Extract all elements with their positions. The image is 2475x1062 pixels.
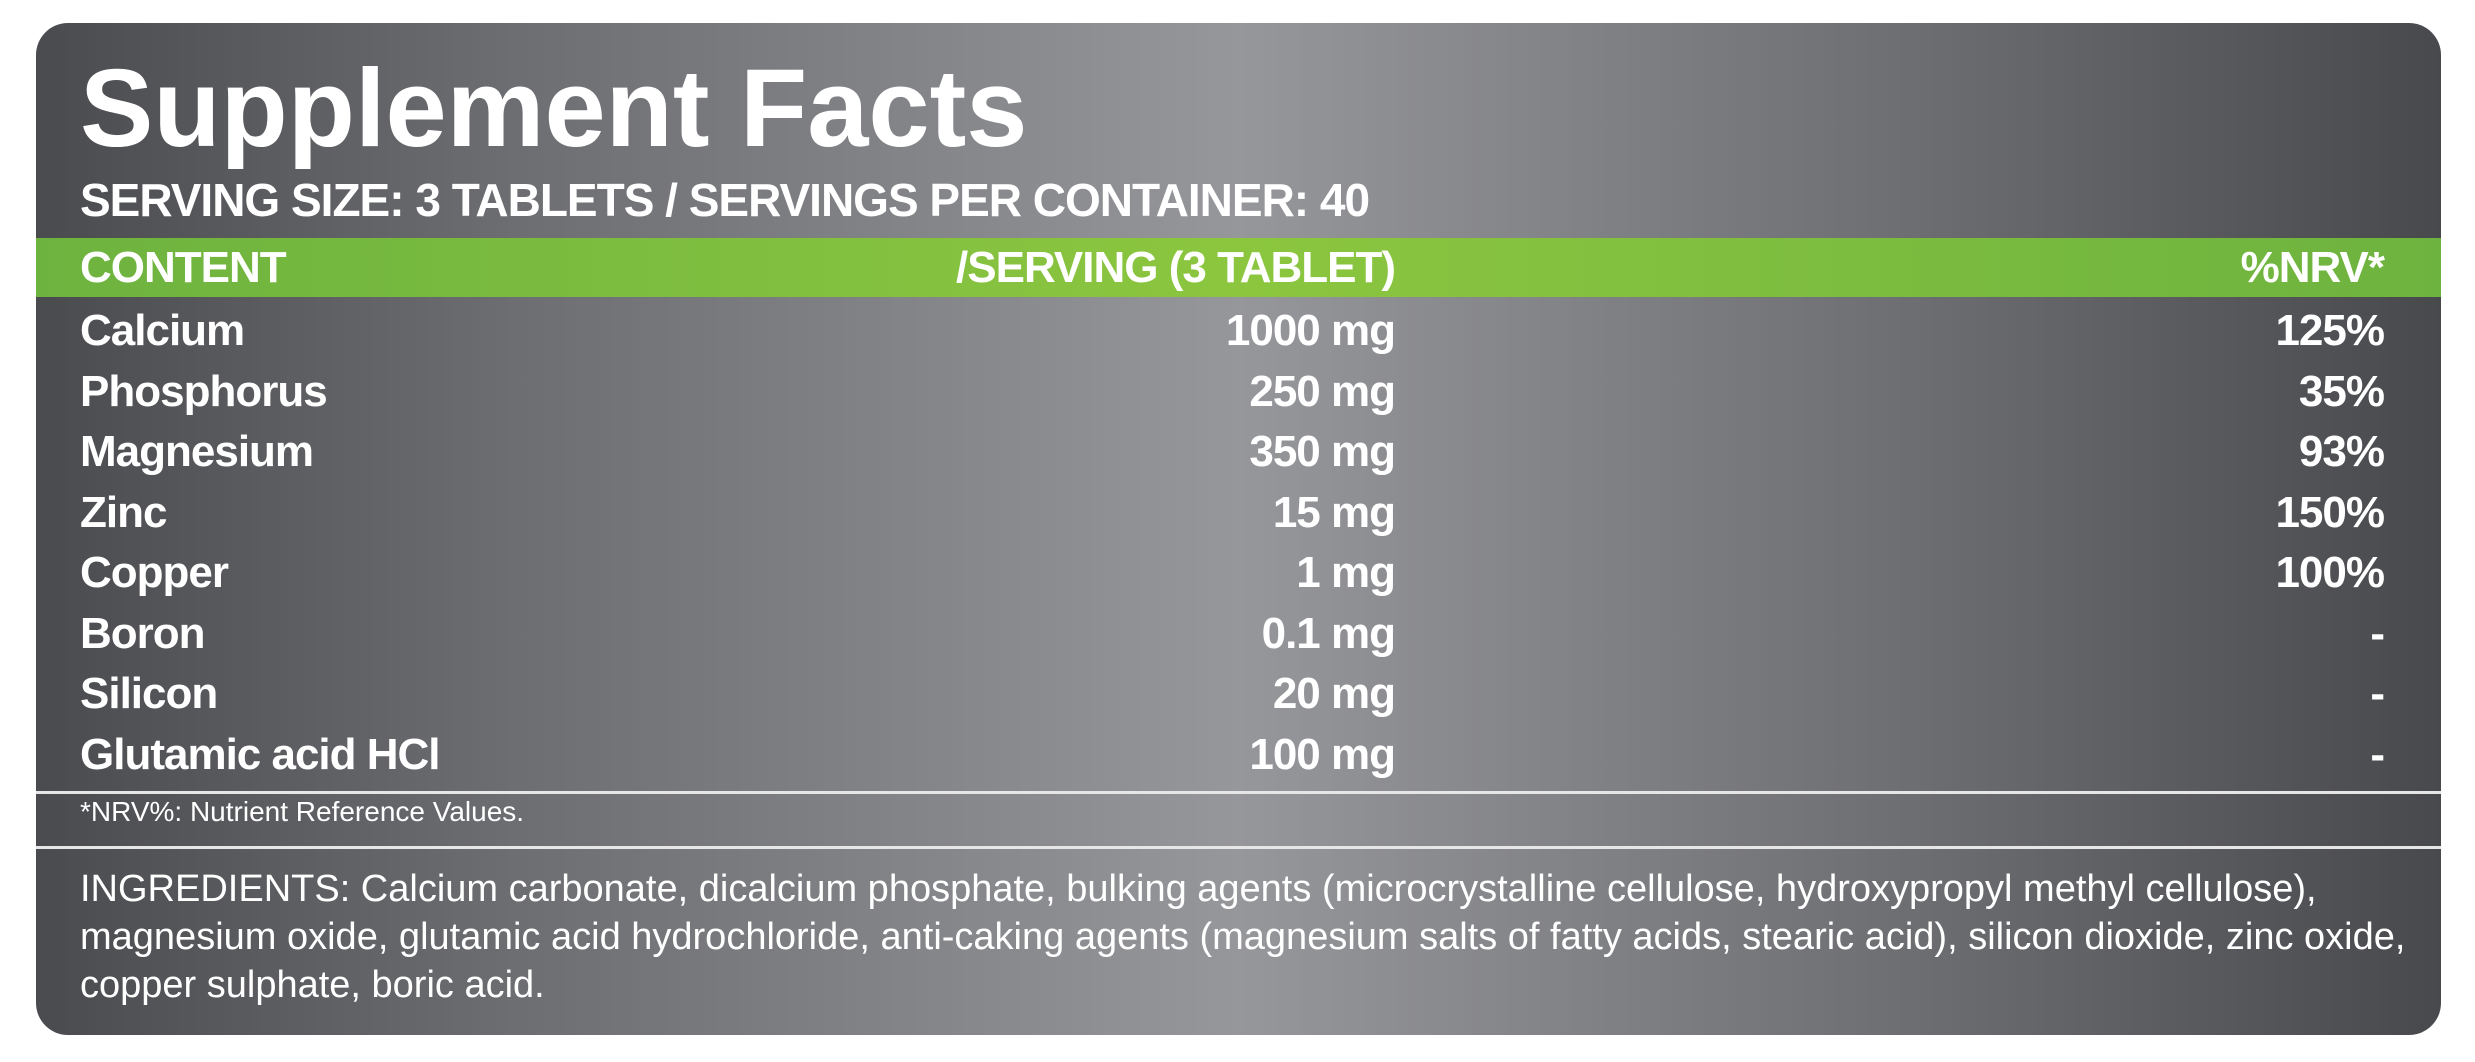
title: Supplement Facts bbox=[80, 47, 1028, 170]
amount: 1000 mg bbox=[1225, 306, 1396, 355]
nrv: - bbox=[2370, 608, 2385, 658]
ingredients: INGREDIENTS: Calcium carbonate, dicalciu… bbox=[80, 868, 2406, 1006]
nutrient-name: Zinc bbox=[80, 487, 167, 537]
nutrient-name: Magnesium bbox=[80, 427, 314, 476]
nrv: - bbox=[2370, 729, 2385, 779]
amount: 15 mg bbox=[1272, 487, 1396, 537]
amount: 350 mg bbox=[1249, 427, 1396, 476]
amount: 250 mg bbox=[1249, 366, 1396, 416]
nrv: 35% bbox=[2298, 366, 2385, 416]
column-header: /SERVING (3 TABLET) bbox=[956, 243, 1396, 292]
divider bbox=[36, 791, 2441, 794]
nrv: 150% bbox=[2275, 487, 2385, 537]
nutrient-name: Copper bbox=[80, 548, 229, 597]
nrv: 100% bbox=[2275, 548, 2385, 597]
nutrient-name: Phosphorus bbox=[80, 366, 328, 416]
nutrient-name: Glutamic acid HCl bbox=[80, 729, 441, 779]
amount: 1 mg bbox=[1296, 548, 1396, 597]
nrv: - bbox=[2370, 669, 2385, 718]
amount: 0.1 mg bbox=[1261, 608, 1396, 658]
serving-info: SERVING SIZE: 3 TABLETS / SERVINGS PER C… bbox=[80, 174, 1370, 226]
nrv: 93% bbox=[2298, 427, 2385, 476]
footnote: *NRV%: Nutrient Reference Values. bbox=[80, 796, 525, 827]
divider bbox=[36, 846, 2441, 849]
amount: 100 mg bbox=[1249, 729, 1396, 779]
facts-panel: Supplement Facts SERVING SIZE: 3 TABLETS… bbox=[36, 23, 2441, 1035]
nutrient-name: Silicon bbox=[80, 669, 218, 718]
nutrient-name: Calcium bbox=[80, 306, 245, 355]
column-header: %NRV* bbox=[2240, 243, 2385, 292]
header-bar bbox=[36, 238, 2441, 297]
amount: 20 mg bbox=[1272, 669, 1396, 718]
nrv: 125% bbox=[2275, 306, 2385, 355]
column-header: CONTENT bbox=[80, 243, 287, 292]
nutrient-name: Boron bbox=[80, 608, 206, 658]
